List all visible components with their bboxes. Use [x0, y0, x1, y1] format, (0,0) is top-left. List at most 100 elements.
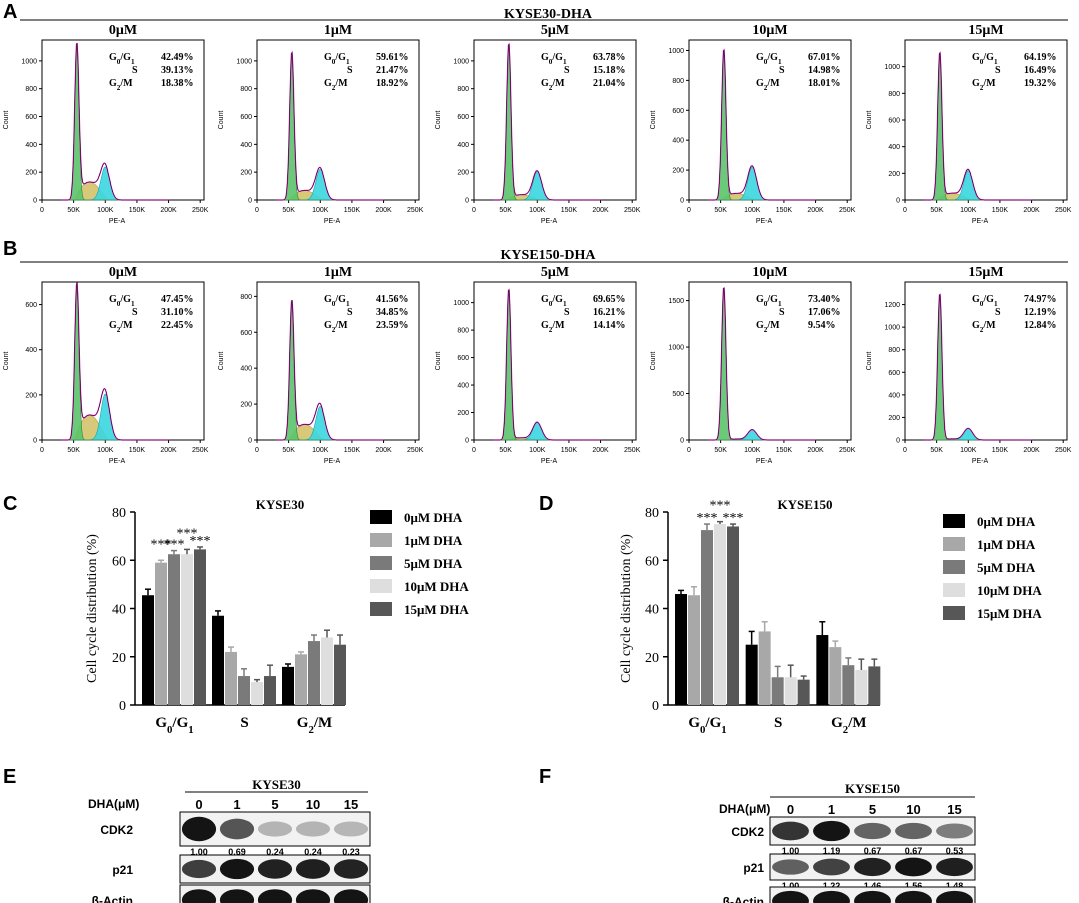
flow-stat-label: G0/G1	[972, 52, 998, 66]
histogram-line	[708, 287, 816, 441]
category-label: S	[240, 715, 248, 731]
flow-stat-label: G2/M	[756, 78, 780, 92]
protein-band	[813, 820, 850, 842]
bar	[308, 641, 320, 705]
flow-stat-value: 14.14%	[593, 320, 626, 331]
flow-ytick-label: 400	[457, 383, 469, 390]
label-part: 1	[131, 300, 135, 308]
label-part: /G	[982, 52, 994, 63]
flow-xtick-label: 50K	[930, 207, 943, 214]
label-part: 0	[549, 300, 553, 308]
flow-ytick-label: 400	[240, 366, 252, 373]
protein-band	[772, 859, 809, 875]
label-part: 2	[117, 326, 121, 334]
label-part: G	[756, 320, 764, 331]
flow-xtick-label: 150K	[344, 207, 361, 214]
flow-axes	[688, 281, 852, 441]
bar	[829, 647, 842, 705]
flow-ytick-label: 1000	[884, 64, 900, 71]
flow-stat-label: S	[132, 65, 138, 76]
bar	[842, 665, 855, 705]
flow-stat-value: 31.10%	[161, 307, 194, 318]
legend-label: 5μM DHA	[404, 556, 463, 571]
bar	[225, 651, 237, 705]
label-part: 2	[332, 84, 336, 92]
flow-stat-value: 12.19%	[1024, 307, 1057, 318]
protein-band	[257, 821, 293, 837]
flow-axes	[256, 281, 420, 441]
flow-xlabel: PE-A	[756, 218, 773, 225]
flow-xtick-label: 100K	[744, 447, 761, 454]
label-part: G	[324, 294, 332, 305]
flow-stat-label: S	[564, 307, 570, 318]
label-part: 0	[764, 58, 768, 66]
protein-band	[333, 859, 369, 879]
flow-xtick-label: 50K	[67, 207, 80, 214]
flow-xlabel: PE-A	[324, 218, 341, 225]
label-part: S	[774, 715, 782, 731]
label-part: G	[756, 78, 764, 89]
protein-band	[854, 822, 891, 840]
flow-xtick-label: 0	[472, 207, 476, 214]
y-axis-label: Cell cycle distribution (%)	[85, 534, 100, 683]
flow-xtick-label: 200K	[592, 447, 609, 454]
label-part: 1	[563, 300, 567, 308]
flow-stat-value: 74.97%	[1024, 294, 1057, 305]
flow-stat-value: 21.47%	[376, 65, 409, 76]
flow-xtick-label: 200K	[1023, 207, 1040, 214]
flow-xtick-label: 250K	[407, 207, 424, 214]
label-part: /G	[982, 294, 994, 305]
flow-ytick-label: 600	[457, 114, 469, 121]
flow-histogram: 10μM 0 200 400 600 800 1000 0 50K 100K 150K 200K 250…	[650, 23, 856, 225]
y-tick-label: 60	[112, 554, 126, 569]
band-quant: 1.00	[782, 881, 800, 891]
label-part: G	[541, 320, 549, 331]
flow-stat-label: S	[779, 307, 785, 318]
label-part: S	[564, 65, 570, 76]
label-part: G	[756, 52, 764, 63]
flow-ylabel: Count	[650, 352, 657, 371]
bar-chart-title: KYSE30	[256, 497, 304, 512]
flow-xlabel: PE-A	[756, 458, 773, 465]
dose-label: 15	[344, 797, 358, 812]
flow-stat-label: G2/M	[972, 320, 996, 334]
flow-dose-label: 10μM	[752, 23, 787, 38]
label-part: 2	[843, 724, 848, 736]
flow-ytick-label: 1000	[453, 300, 469, 307]
panel-letter: B	[3, 238, 17, 260]
y-tick-label: 80	[112, 506, 126, 521]
label-part: /M	[334, 78, 348, 89]
panel-letter: A	[3, 1, 17, 23]
y-tick-label: 20	[112, 651, 126, 666]
flow-ytick-label: 800	[240, 294, 252, 301]
flow-xtick-label: 250K	[624, 207, 641, 214]
flow-xtick-label: 150K	[561, 207, 578, 214]
dose-label: 10	[906, 802, 920, 817]
flow-xtick-label: 200K	[160, 207, 177, 214]
bar	[321, 637, 333, 705]
bar	[264, 676, 276, 705]
label-part: S	[995, 307, 1001, 318]
bar	[212, 615, 224, 705]
protein-band	[895, 890, 932, 903]
flow-ytick-label: 600	[240, 114, 252, 121]
histogram-line	[708, 49, 816, 201]
protein-band	[854, 890, 891, 903]
label-part: G	[688, 715, 700, 731]
label-part: 1	[563, 58, 567, 66]
flow-xtick-label: 0	[687, 207, 691, 214]
protein-band	[936, 857, 973, 877]
flow-xtick-label: 0	[903, 207, 907, 214]
flow-xtick-label: 200K	[160, 447, 177, 454]
histogram-line	[276, 299, 384, 441]
significance-mark: ***	[697, 511, 718, 526]
label-part: G	[324, 78, 332, 89]
flow-ytick-label: 1000	[453, 58, 469, 65]
flow-stat-value: 22.45%	[161, 320, 194, 331]
bar	[251, 682, 263, 705]
g1-phase-area	[708, 287, 816, 441]
flow-xtick-label: 50K	[714, 447, 727, 454]
histogram-line	[493, 43, 601, 201]
flow-dose-label: 0μM	[109, 265, 137, 280]
histogram-line	[276, 51, 384, 201]
